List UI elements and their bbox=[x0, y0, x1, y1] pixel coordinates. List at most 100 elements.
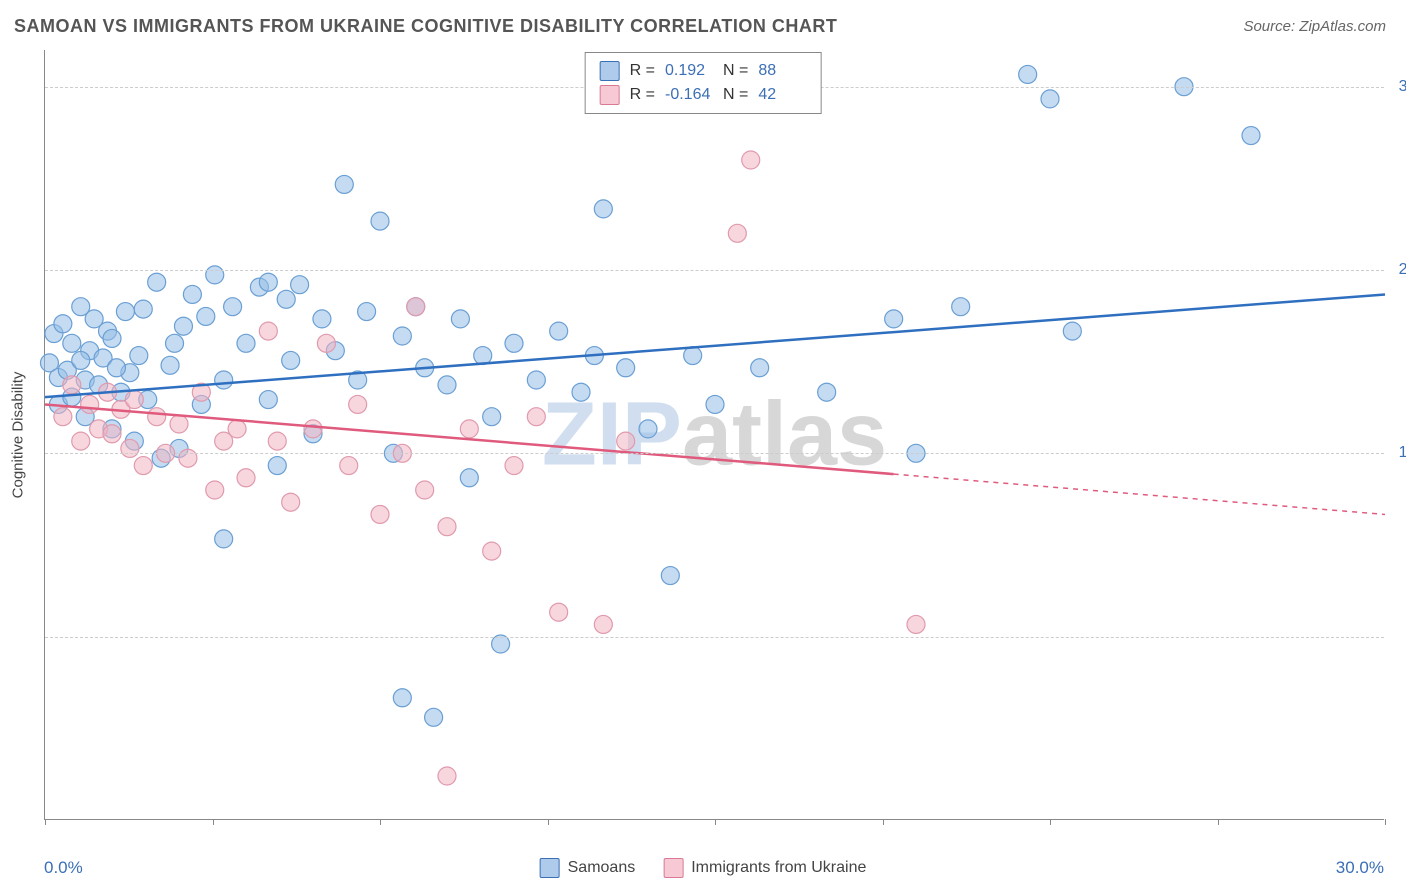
x-max-label: 30.0% bbox=[1336, 858, 1384, 878]
r-label-1: R = bbox=[630, 62, 655, 80]
scatter-point bbox=[313, 310, 331, 328]
scatter-point bbox=[170, 415, 188, 433]
legend-swatch-2 bbox=[663, 858, 683, 878]
bottom-legend: Samoans Immigrants from Ukraine bbox=[540, 858, 867, 878]
stats-swatch-1 bbox=[600, 61, 620, 81]
scatter-point bbox=[259, 391, 277, 409]
scatter-point bbox=[483, 408, 501, 426]
scatter-point bbox=[527, 408, 545, 426]
scatter-point bbox=[371, 505, 389, 523]
scatter-point bbox=[134, 457, 152, 475]
scatter-point bbox=[282, 493, 300, 511]
legend-item-1: Samoans bbox=[540, 858, 636, 878]
scatter-point bbox=[103, 425, 121, 443]
scatter-svg bbox=[45, 50, 1385, 820]
x-min-label: 0.0% bbox=[44, 858, 83, 878]
scatter-point bbox=[416, 481, 434, 499]
scatter-point bbox=[125, 391, 143, 409]
scatter-point bbox=[174, 317, 192, 335]
scatter-point bbox=[103, 329, 121, 347]
scatter-point bbox=[728, 224, 746, 242]
plot-area: ZIPatlas 7.5%15.0%22.5%30.0% bbox=[44, 50, 1384, 820]
scatter-point bbox=[121, 439, 139, 457]
scatter-point bbox=[63, 376, 81, 394]
scatter-point bbox=[594, 615, 612, 633]
y-tick-label: 15.0% bbox=[1394, 444, 1406, 462]
legend-label-1: Samoans bbox=[568, 859, 636, 877]
scatter-point bbox=[340, 457, 358, 475]
scatter-point bbox=[460, 469, 478, 487]
y-tick-label: 22.5% bbox=[1394, 261, 1406, 279]
stats-swatch-2 bbox=[600, 85, 620, 105]
scatter-point bbox=[161, 356, 179, 374]
scatter-point bbox=[451, 310, 469, 328]
scatter-point bbox=[617, 359, 635, 377]
scatter-point bbox=[215, 371, 233, 389]
scatter-point bbox=[505, 457, 523, 475]
scatter-point bbox=[505, 334, 523, 352]
scatter-point bbox=[818, 383, 836, 401]
scatter-point bbox=[438, 518, 456, 536]
scatter-point bbox=[407, 298, 425, 316]
scatter-point bbox=[304, 420, 322, 438]
scatter-point bbox=[148, 408, 166, 426]
x-tick bbox=[1385, 819, 1386, 825]
x-tick bbox=[715, 819, 716, 825]
scatter-point bbox=[107, 359, 125, 377]
scatter-point bbox=[291, 276, 309, 294]
scatter-point bbox=[237, 334, 255, 352]
trend-line bbox=[45, 404, 894, 474]
stats-row-2: R = -0.164 N = 42 bbox=[600, 83, 807, 107]
scatter-point bbox=[661, 567, 679, 585]
x-tick bbox=[883, 819, 884, 825]
chart-title: SAMOAN VS IMMIGRANTS FROM UKRAINE COGNIT… bbox=[14, 16, 837, 37]
scatter-point bbox=[492, 635, 510, 653]
scatter-point bbox=[527, 371, 545, 389]
scatter-point bbox=[134, 300, 152, 318]
scatter-point bbox=[550, 322, 568, 340]
scatter-point bbox=[224, 298, 242, 316]
scatter-point bbox=[179, 449, 197, 467]
scatter-point bbox=[393, 327, 411, 345]
legend-swatch-1 bbox=[540, 858, 560, 878]
scatter-point bbox=[183, 285, 201, 303]
scatter-point bbox=[594, 200, 612, 218]
r-value-1: 0.192 bbox=[665, 62, 713, 80]
scatter-point bbox=[952, 298, 970, 316]
grid-line bbox=[45, 637, 1384, 638]
scatter-point bbox=[1063, 322, 1081, 340]
scatter-point bbox=[72, 351, 90, 369]
scatter-point bbox=[317, 334, 335, 352]
scatter-point bbox=[206, 481, 224, 499]
scatter-point bbox=[684, 347, 702, 365]
trend-line-dashed bbox=[894, 474, 1385, 514]
y-tick-label: 7.5% bbox=[1394, 628, 1406, 646]
x-tick bbox=[45, 819, 46, 825]
scatter-point bbox=[483, 542, 501, 560]
scatter-point bbox=[268, 457, 286, 475]
x-tick bbox=[380, 819, 381, 825]
scatter-point bbox=[81, 395, 99, 413]
x-tick bbox=[548, 819, 549, 825]
scatter-point bbox=[228, 420, 246, 438]
scatter-point bbox=[237, 469, 255, 487]
scatter-point bbox=[1242, 127, 1260, 145]
x-tick bbox=[213, 819, 214, 825]
scatter-point bbox=[751, 359, 769, 377]
r-value-2: -0.164 bbox=[665, 86, 713, 104]
scatter-point bbox=[215, 530, 233, 548]
scatter-point bbox=[572, 383, 590, 401]
source-label: Source: ZipAtlas.com bbox=[1243, 18, 1386, 35]
scatter-point bbox=[639, 420, 657, 438]
y-axis-label: Cognitive Disability bbox=[10, 372, 27, 499]
scatter-point bbox=[349, 395, 367, 413]
scatter-point bbox=[371, 212, 389, 230]
scatter-point bbox=[166, 334, 184, 352]
scatter-point bbox=[206, 266, 224, 284]
scatter-point bbox=[393, 689, 411, 707]
scatter-point bbox=[907, 615, 925, 633]
scatter-point bbox=[197, 307, 215, 325]
scatter-point bbox=[358, 303, 376, 321]
scatter-point bbox=[54, 408, 72, 426]
scatter-point bbox=[885, 310, 903, 328]
